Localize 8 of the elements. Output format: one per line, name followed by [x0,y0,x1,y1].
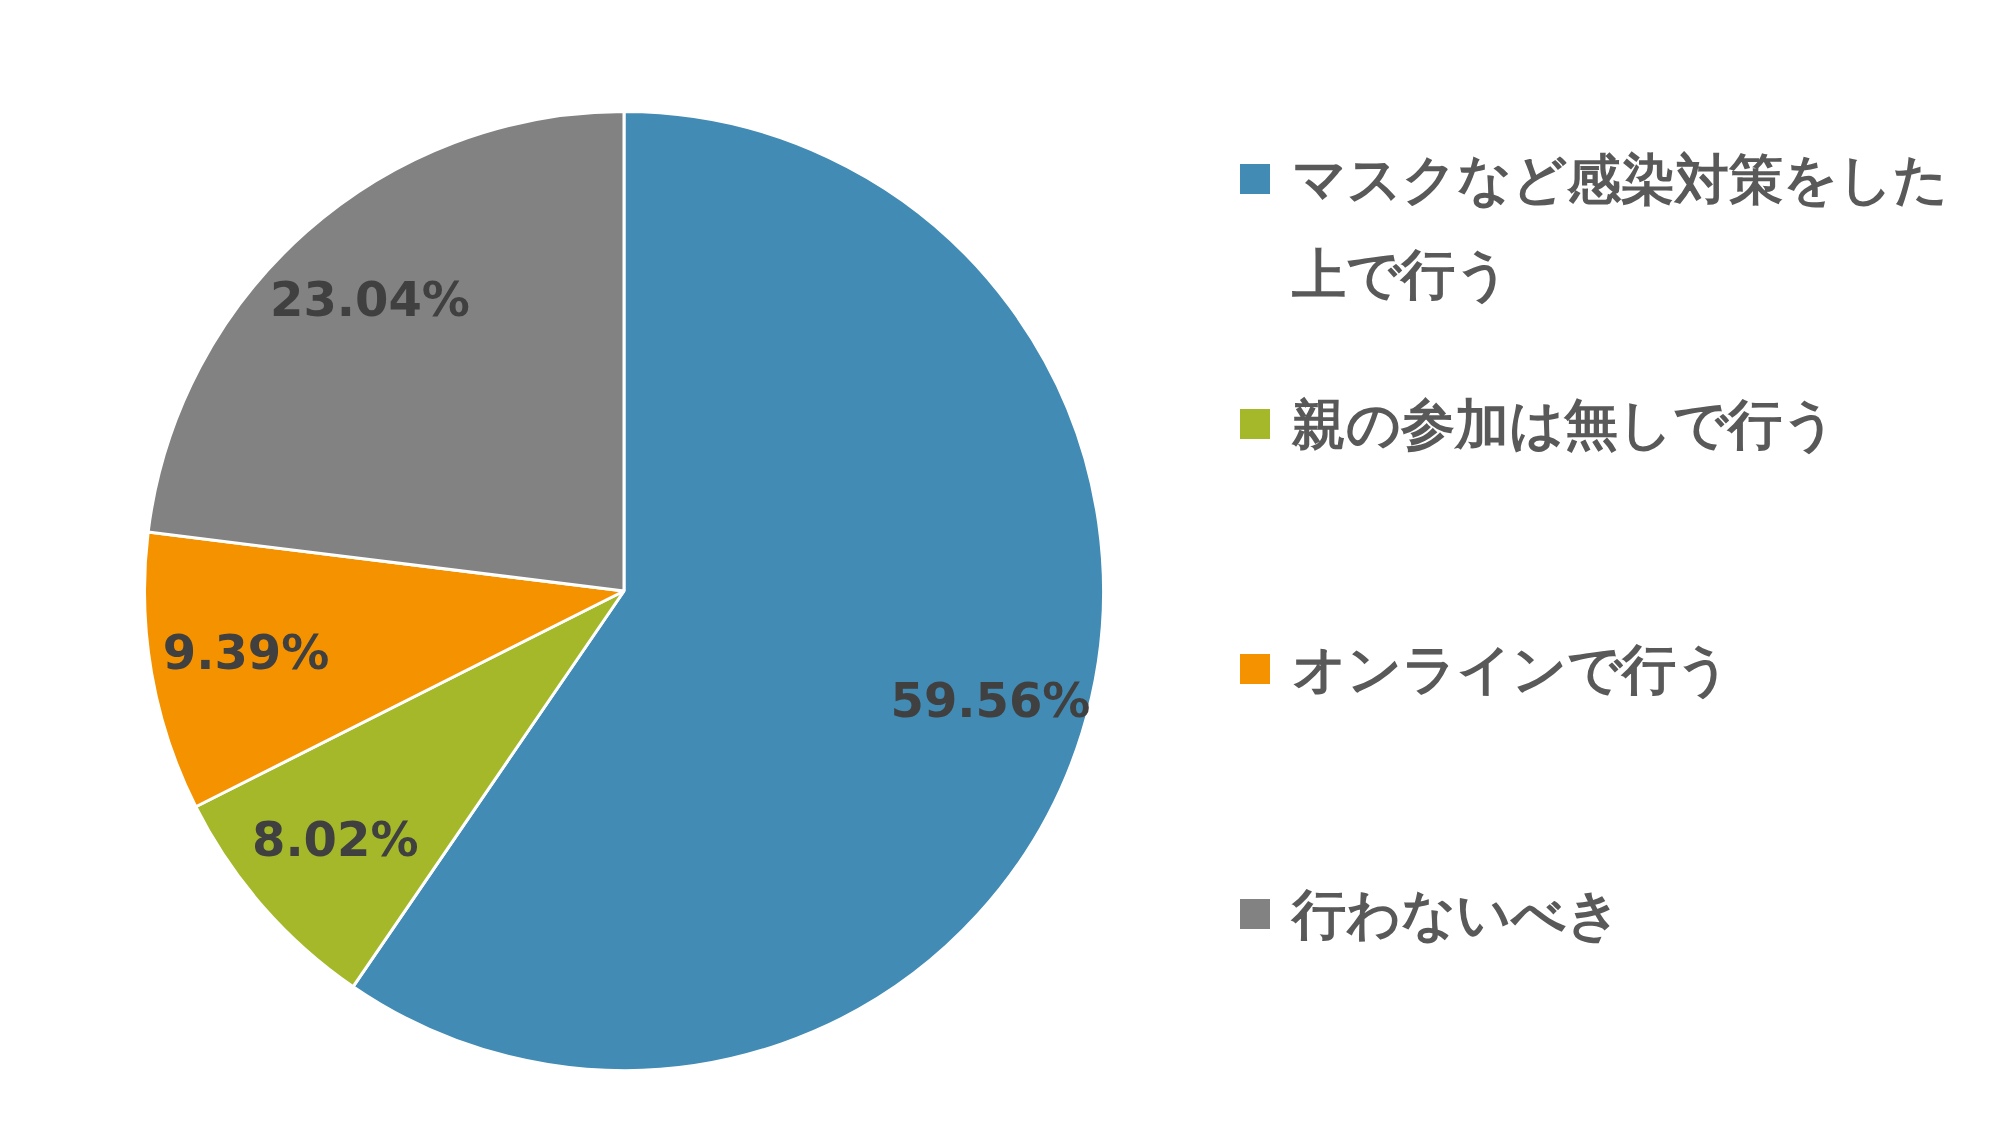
legend-label: 行わないべき [1292,882,1622,948]
legend-label: マスクなど感染対策をした上で行う [1292,147,1949,308]
data-label: 9.39% [162,624,330,680]
data-label: 23.04% [270,271,470,328]
data-label: 8.02% [251,811,419,867]
legend-label: オンラインで行う [1292,637,1732,703]
data-label: 59.56% [890,671,1091,728]
legend-label: 親の参加は無しで行う [1292,392,1838,458]
